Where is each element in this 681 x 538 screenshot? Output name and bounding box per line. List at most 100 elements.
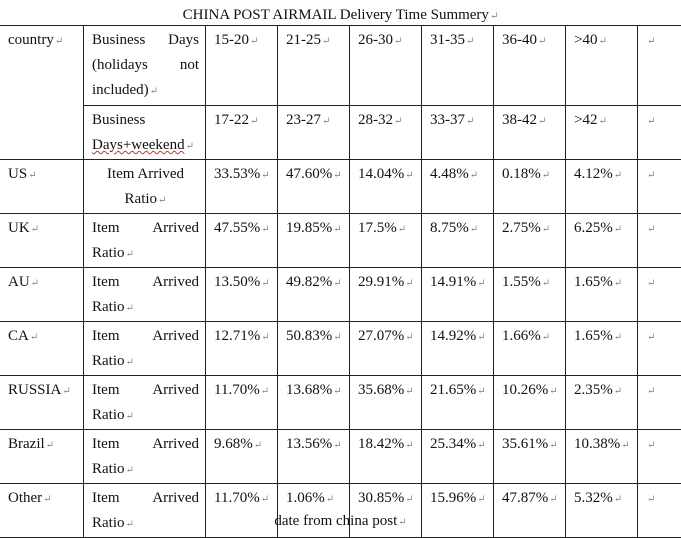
- empty-cell: [638, 268, 681, 322]
- paragraph-mark-icon: [476, 382, 485, 398]
- country-cell: AU: [0, 268, 84, 322]
- ratio-cell: 1.66%: [494, 322, 566, 376]
- ratio-cell: 10.26%: [494, 376, 566, 430]
- ratio-cell: 21.65%: [422, 376, 494, 430]
- country-cell-text: Brazil: [8, 436, 45, 452]
- ratio-cell-text: 10.26%: [502, 382, 548, 398]
- ratio-cell: 14.92%: [422, 322, 494, 376]
- paragraph-mark-icon: [597, 32, 606, 48]
- metric-cell: Item Arrived Ratio: [84, 376, 206, 430]
- paragraph-mark-icon: [541, 274, 550, 290]
- range-cell-text: 26-30: [358, 32, 393, 48]
- ratio-cell: 13.56%: [278, 430, 350, 484]
- paragraph-mark-icon: [646, 274, 655, 290]
- ratio-cell: 2.75%: [494, 214, 566, 268]
- metric-cell-text: Item Arrived Ratio: [92, 436, 199, 477]
- paragraph-mark-icon: [260, 382, 269, 398]
- paragraph-mark-icon: [613, 328, 622, 344]
- range-cell-text: 23-27: [286, 112, 321, 128]
- paragraph-mark-icon: [332, 328, 341, 344]
- paragraph-mark-icon: [465, 112, 474, 128]
- ratio-cell-text: 1.65%: [574, 328, 613, 344]
- ratio-cell-text: 14.92%: [430, 328, 476, 344]
- range-cell: 15-20: [206, 26, 278, 106]
- ratio-cell-text: 4.48%: [430, 166, 469, 182]
- paragraph-mark-icon: [646, 328, 655, 344]
- document-title: CHINA POST AIRMAIL Delivery Time Summery: [0, 5, 681, 27]
- ratio-cell: 8.75%: [422, 214, 494, 268]
- ratio-cell: 14.91%: [422, 268, 494, 322]
- ratio-cell: 47.55%: [206, 214, 278, 268]
- paragraph-mark-icon: [613, 274, 622, 290]
- paragraph-mark-icon: [469, 220, 478, 236]
- range-cell: 38-42: [494, 106, 566, 160]
- paragraph-mark-icon: [45, 436, 54, 452]
- paragraph-mark-icon: [325, 490, 334, 506]
- paragraph-mark-icon: [260, 328, 269, 344]
- empty-cell: [638, 160, 681, 214]
- ratio-cell: 0.18%: [494, 160, 566, 214]
- ratio-cell: 9.68%: [206, 430, 278, 484]
- ratio-cell-text: 8.75%: [430, 220, 469, 236]
- range-cell-text: 21-25: [286, 32, 321, 48]
- table-row: CAItem Arrived Ratio12.71%50.83%27.07%14…: [0, 322, 681, 376]
- ratio-cell-text: 12.71%: [214, 328, 260, 344]
- ratio-cell-text: 14.04%: [358, 166, 404, 182]
- table-row: USItem Arrived Ratio33.53%47.60%14.04%4.…: [0, 160, 681, 214]
- paragraph-mark-icon: [476, 328, 485, 344]
- metric-cell-text: Item Arrived Ratio: [92, 274, 199, 315]
- ratio-cell-text: 19.85%: [286, 220, 332, 236]
- paragraph-mark-icon: [646, 220, 655, 236]
- ratio-cell-text: 2.35%: [574, 382, 613, 398]
- paragraph-mark-icon: [613, 382, 622, 398]
- paragraph-mark-icon: [125, 245, 134, 261]
- footer-note: date from china post: [0, 510, 681, 534]
- empty-cell: [638, 376, 681, 430]
- ratio-cell: 33.53%: [206, 160, 278, 214]
- ratio-cell: 27.07%: [350, 322, 422, 376]
- ratio-cell-text: 4.12%: [574, 166, 613, 182]
- ratio-cell: 13.68%: [278, 376, 350, 430]
- empty-cell: [638, 26, 681, 106]
- paragraph-mark-icon: [548, 436, 557, 452]
- ratio-cell-text: 11.70%: [214, 382, 260, 398]
- ratio-cell-text: 13.50%: [214, 274, 260, 290]
- metric-cell-text: Item Arrived Ratio: [92, 328, 199, 369]
- paragraph-mark-icon: [646, 166, 655, 182]
- paragraph-mark-icon: [476, 436, 485, 452]
- range-cell: 36-40: [494, 26, 566, 106]
- paragraph-mark-icon: [541, 220, 550, 236]
- paragraph-mark-icon: [613, 166, 622, 182]
- range-cell-text: 33-37: [430, 112, 465, 128]
- range-cell: 33-37: [422, 106, 494, 160]
- paragraph-mark-icon: [548, 490, 557, 506]
- paragraph-mark-icon: [537, 32, 546, 48]
- paragraph-mark-icon: [54, 32, 63, 48]
- paragraph-mark-icon: [404, 166, 413, 182]
- country-cell-text: US: [8, 166, 27, 182]
- ratio-cell-text: 6.25%: [574, 220, 613, 236]
- range-cell-text: 36-40: [502, 32, 537, 48]
- ratio-cell: 1.55%: [494, 268, 566, 322]
- ratio-cell-text: 9.68%: [214, 436, 253, 452]
- paragraph-mark-icon: [469, 166, 478, 182]
- range-cell-text: >40: [574, 32, 597, 48]
- ratio-cell: 35.68%: [350, 376, 422, 430]
- paragraph-mark-icon: [321, 32, 330, 48]
- paragraph-mark-icon: [393, 32, 402, 48]
- paragraph-mark-icon: [332, 382, 341, 398]
- metric-cell: Item Arrived Ratio: [84, 214, 206, 268]
- paragraph-mark-icon: [597, 112, 606, 128]
- range-cell: 28-32: [350, 106, 422, 160]
- paragraph-mark-icon: [476, 274, 485, 290]
- paragraph-mark-icon: [30, 274, 39, 290]
- table-row: AUItem Arrived Ratio13.50%49.82%29.91%14…: [0, 268, 681, 322]
- paragraph-mark-icon: [260, 166, 269, 182]
- paragraph-mark-icon: [404, 328, 413, 344]
- delivery-time-table: country Business Days (holidays not incl…: [0, 25, 681, 538]
- country-cell-text: Other: [8, 490, 42, 506]
- paragraph-mark-icon: [125, 461, 134, 477]
- empty-cell: [638, 214, 681, 268]
- ratio-cell: 4.48%: [422, 160, 494, 214]
- ratio-cell: 11.70%: [206, 376, 278, 430]
